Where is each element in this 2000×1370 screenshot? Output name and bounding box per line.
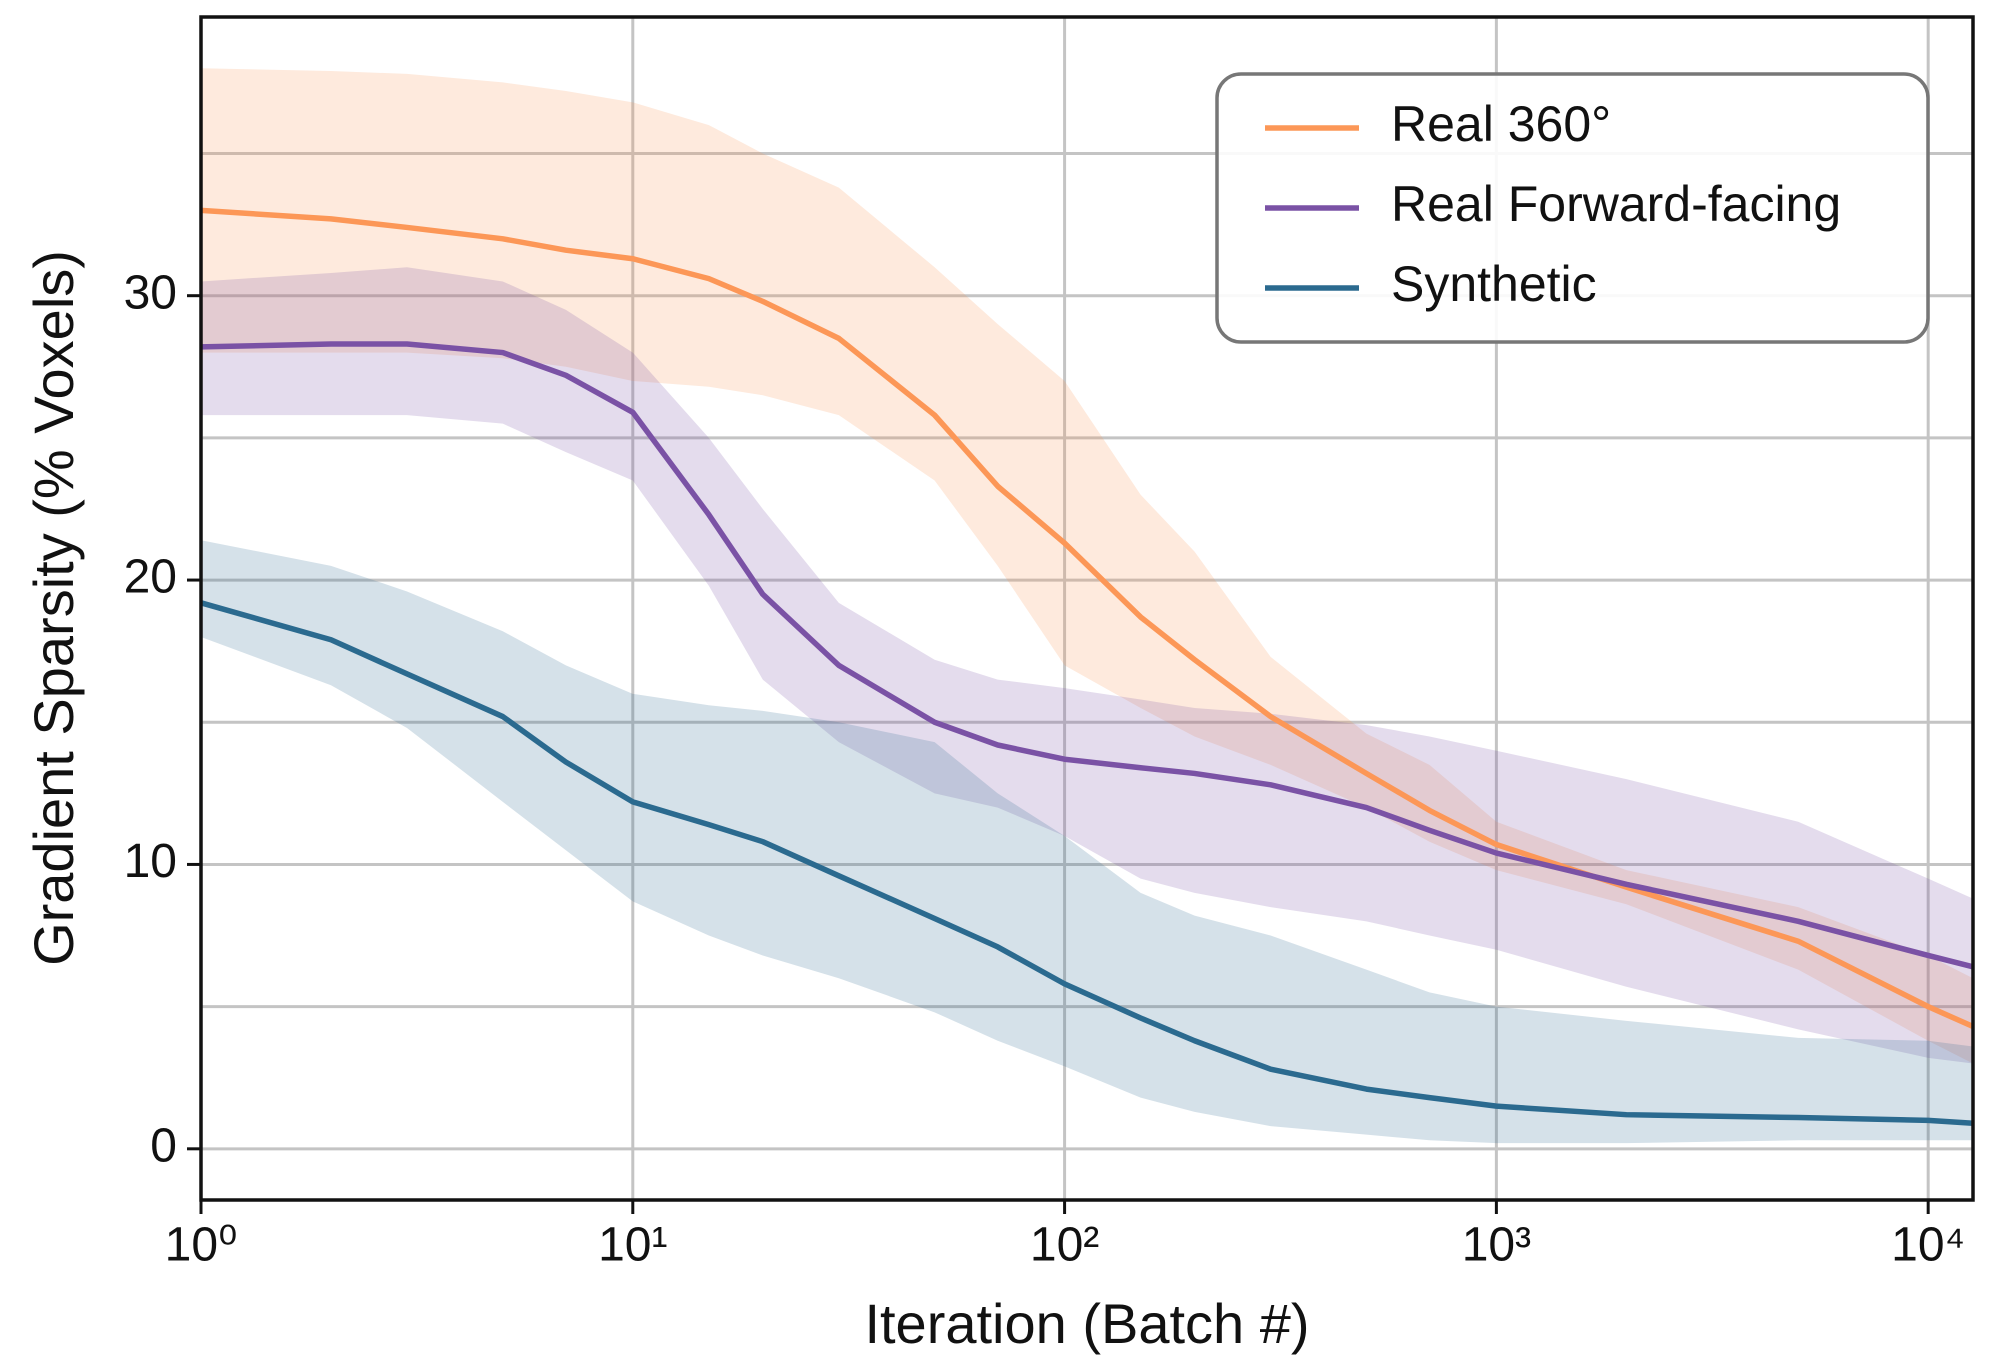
y-axis-label: Gradient Sparsity (% Voxels) <box>22 250 85 966</box>
confidence-band <box>201 540 1973 1144</box>
x-tick-label: 10⁴ <box>1891 1219 1965 1272</box>
x-axis-label: Iteration (Batch #) <box>864 1292 1309 1355</box>
legend-label: Synthetic <box>1391 256 1597 312</box>
x-tick-label: 10³ <box>1462 1219 1531 1272</box>
series-line <box>200 207 1975 1030</box>
axes: 0 10 20 30 10⁰ 10¹ 10² 10³ 10⁴ <box>124 15 1975 1272</box>
legend-box <box>1215 72 1930 344</box>
x-tick-label: 10¹ <box>598 1219 667 1272</box>
y-tick-label: 0 <box>150 1119 177 1172</box>
y-tick-label: 10 <box>124 835 177 888</box>
x-tick-label: 10² <box>1030 1219 1099 1272</box>
legend-label: Real Forward-facing <box>1391 176 1841 232</box>
plot-frame <box>199 15 1975 1202</box>
y-tick-label: 20 <box>124 551 177 604</box>
series-line <box>200 341 1974 970</box>
x-tick-label: 10⁰ <box>165 1219 238 1272</box>
legend-label: Real 360° <box>1391 96 1611 152</box>
legend: Real 360° Real Forward-facing Synthetic <box>1215 72 1930 344</box>
lines <box>200 207 1975 1126</box>
confidence-band <box>201 267 1973 1064</box>
series-line <box>200 600 1974 1126</box>
y-tick-label: 30 <box>124 266 177 319</box>
